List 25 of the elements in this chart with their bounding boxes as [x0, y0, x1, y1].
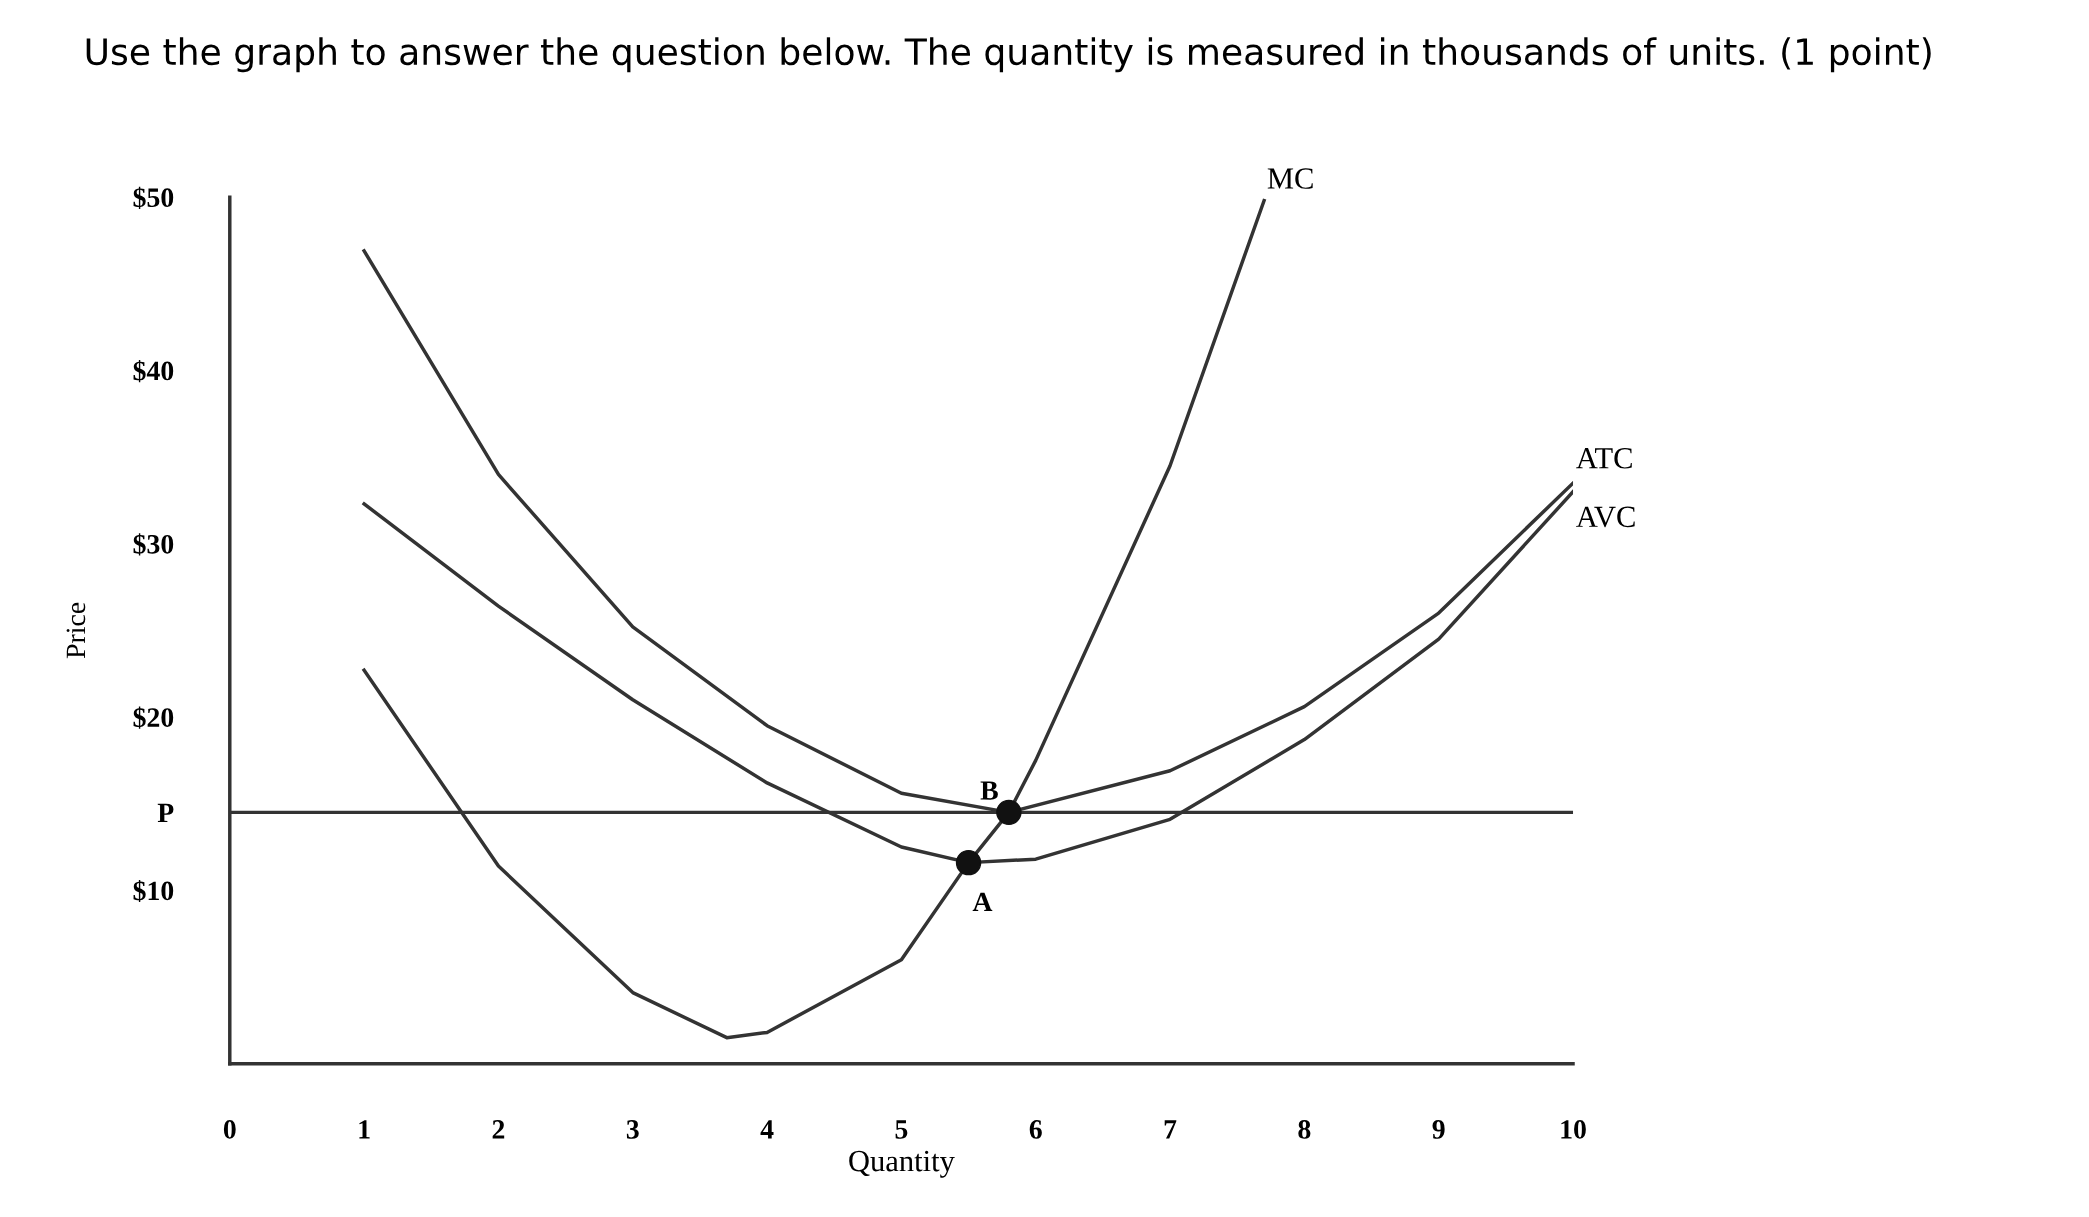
x-tick-label: 4 — [760, 1120, 774, 1139]
annotation: A — [972, 892, 993, 911]
x-tick-label: 9 — [1432, 1120, 1445, 1139]
y-tick-label: $30 — [133, 533, 174, 556]
chart-title: Use the graph to answer the question below. The quantity is measured in thousands of units. (1 point) — [86, 37, 1931, 73]
x-tick-label: 6 — [1029, 1120, 1042, 1139]
series-label: AVC — [1576, 506, 1635, 528]
x-axis-title: Quantity — [849, 1150, 955, 1178]
series-label: ATC — [1576, 448, 1632, 469]
y-tick-label: $20 — [133, 706, 174, 729]
x-tick-label: 0 — [223, 1120, 236, 1139]
x-tick-label: 1 — [359, 1120, 370, 1139]
x-tick-label: 3 — [626, 1120, 639, 1139]
x-tick-label: 7 — [1164, 1120, 1177, 1139]
x-tick-label: 8 — [1298, 1120, 1311, 1139]
x-tick-label: 5 — [895, 1120, 908, 1139]
y-axis-title: Price — [66, 602, 86, 659]
x-tick-label: 10 — [1561, 1120, 1586, 1139]
y-tick-label: $40 — [133, 359, 174, 383]
x-tick-label: 2 — [492, 1120, 505, 1139]
y-tick-label: $10 — [133, 879, 174, 903]
series-label: MC — [1267, 168, 1313, 189]
annotation: B — [980, 781, 998, 800]
y-tick-label: $50 — [133, 186, 174, 209]
y-tick-label: P — [157, 803, 174, 823]
